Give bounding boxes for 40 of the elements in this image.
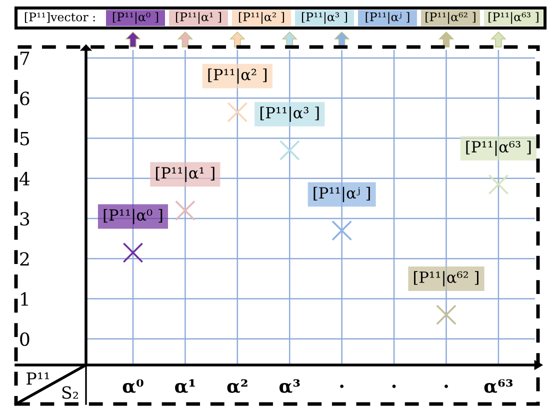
x-tick-label: α²	[227, 379, 248, 393]
data-label: [P¹¹|α⁶² ]	[414, 271, 478, 286]
data-label: [P¹¹|α¹ ]	[156, 166, 214, 182]
y-tick-label: 1	[21, 292, 28, 306]
text: [P¹¹]vector :	[24, 12, 95, 23]
x-tick-label: ·	[340, 384, 344, 388]
y-tick-label: 7	[20, 52, 30, 65]
data-label: [P¹¹|α⁰ ]	[104, 208, 162, 224]
y-tick-label: 5	[20, 132, 30, 146]
y-tick-label: 2	[20, 252, 29, 266]
point	[332, 220, 352, 241]
point	[279, 140, 300, 161]
x-tick-label: α¹	[175, 379, 195, 393]
x-axis-title: S₂	[62, 386, 78, 399]
y-tick-label: 0	[20, 332, 30, 346]
text: [P¹¹|α² ]	[238, 12, 284, 24]
x-tick-label: ·	[444, 384, 448, 388]
x-tick-label: ·	[392, 384, 396, 388]
y-tick-label: 6	[20, 92, 30, 106]
y-axis-title: P¹¹	[26, 372, 49, 385]
x-tick-label: α⁰	[122, 379, 144, 393]
x-tick-label: α⁶³	[484, 379, 513, 393]
data-label: [P¹¹|α² ]	[208, 68, 267, 84]
text: [P¹¹|α⁰ ]	[112, 12, 158, 24]
text: [P¹¹|α⁶³ ]	[488, 12, 538, 24]
point	[174, 200, 196, 221]
data-label: [P¹¹|α⁶³ ]	[466, 140, 531, 156]
text: [P¹¹|α¹ ]	[176, 12, 222, 24]
data-label: [P¹¹|αʲ ]	[314, 186, 370, 202]
text: [P¹¹|α⁶² ]	[426, 12, 476, 24]
x-tick-label: α³	[279, 379, 300, 393]
text: [P¹¹|α³ ]	[302, 12, 348, 24]
y-tick-label: 3	[20, 212, 30, 226]
point	[227, 102, 248, 122]
text: [P¹¹|αʲ ]	[366, 12, 410, 24]
point	[436, 304, 456, 326]
data-label: [P¹¹|α³ ]	[260, 106, 319, 122]
point	[488, 174, 509, 195]
y-tick-label: 4	[20, 172, 30, 186]
point	[122, 242, 144, 263]
